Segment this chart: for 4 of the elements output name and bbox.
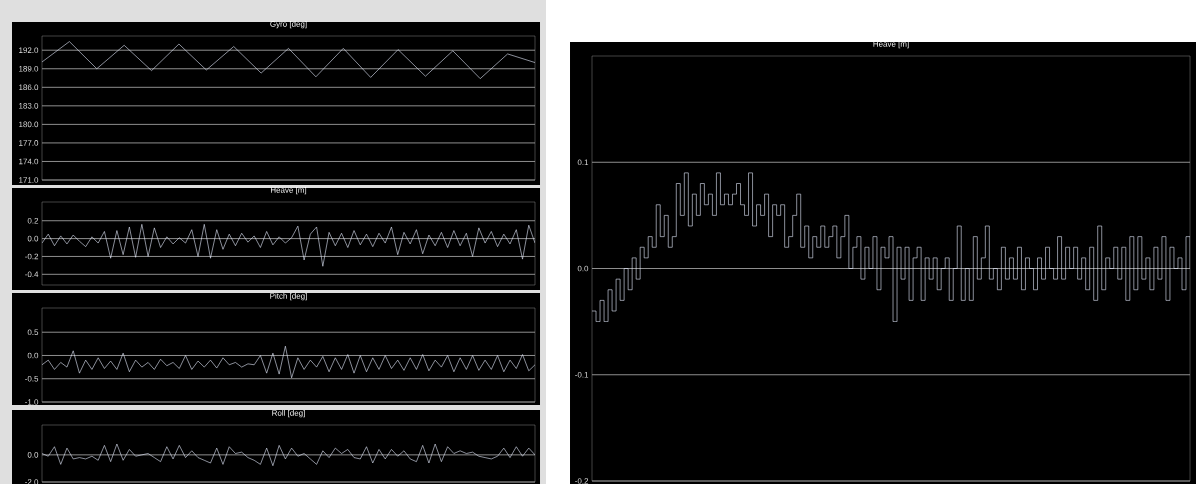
line-series [42, 443, 535, 467]
line-series [42, 41, 535, 79]
line-series [42, 345, 535, 379]
line-series [42, 224, 535, 267]
